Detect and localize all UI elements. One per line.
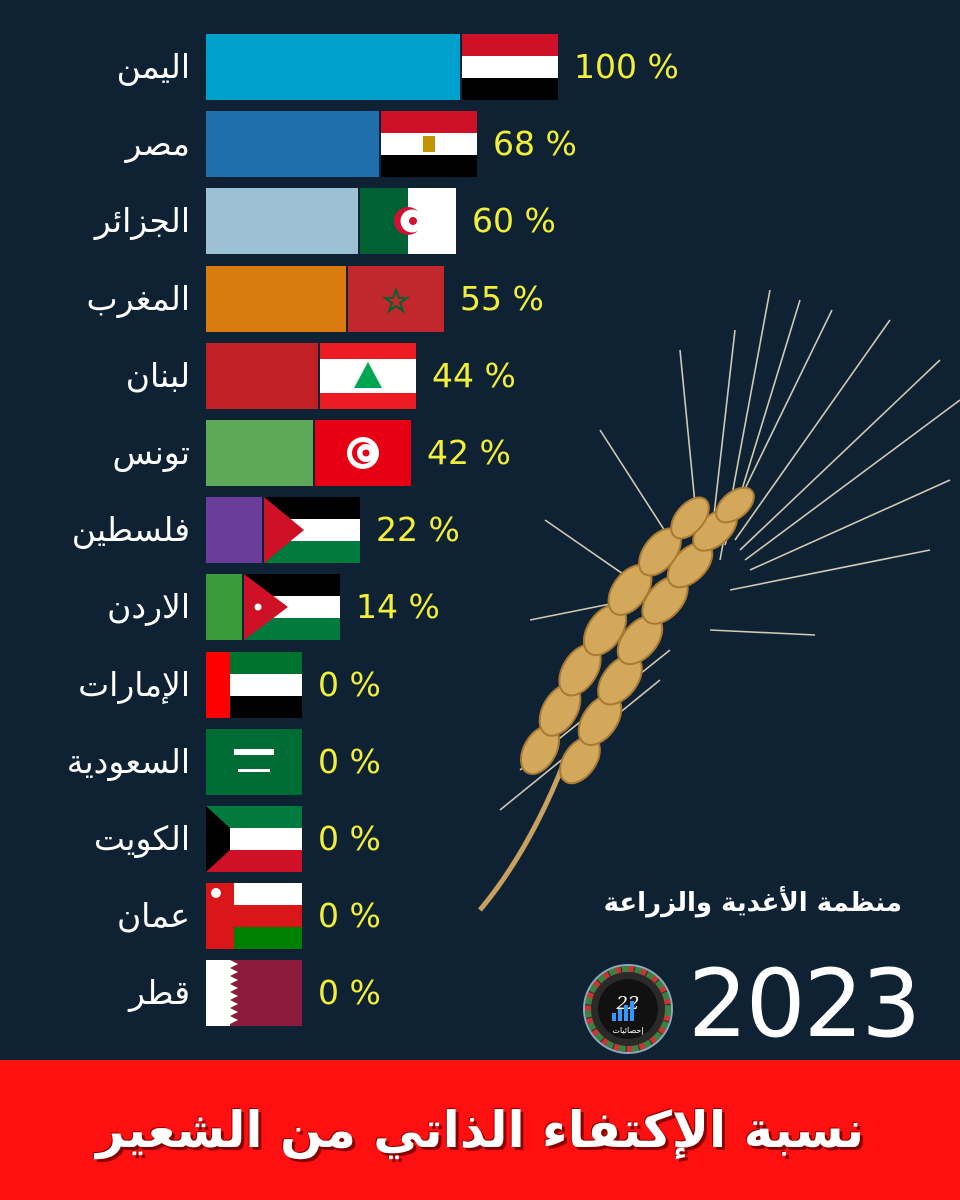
kuwait-flag-icon	[206, 806, 302, 872]
bar	[206, 420, 313, 486]
egypt-flag-icon	[381, 111, 477, 178]
morocco-flag-icon	[348, 265, 444, 332]
value-label: 14 %	[356, 587, 440, 627]
value-label: 0 %	[318, 896, 381, 936]
bar	[206, 34, 460, 100]
category-label: الجزائر	[94, 201, 190, 241]
category-label: قطر	[128, 973, 190, 1013]
bar-row: عمان 0 %	[0, 883, 960, 950]
bar-row: الاردن 14 %	[0, 574, 960, 641]
bar-chart: اليمن 100 % مصر 68 % الجزائر 60 % المغرب 55 % لب…	[0, 34, 960, 1027]
bar-row: فلسطين 22 %	[0, 497, 960, 564]
yemen-flag-icon	[462, 34, 558, 100]
value-label: 60 %	[472, 201, 556, 241]
jordan-flag-icon	[244, 574, 340, 641]
value-label: 22 %	[376, 510, 460, 550]
category-label: عمان	[116, 896, 190, 936]
title-banner: نسبة الإكتفاء الذاتي من الشعير	[0, 1060, 960, 1200]
category-label: تونس	[112, 433, 191, 472]
bar-row: الكويت 0 %	[0, 806, 960, 872]
saudi-flag-icon	[206, 728, 302, 795]
bar	[206, 342, 318, 409]
value-label: 0 %	[318, 741, 381, 781]
category-label: اليمن	[116, 47, 190, 86]
uae-flag-icon	[206, 651, 302, 718]
bar-row: المغرب 55 %	[0, 265, 960, 332]
tunisia-flag-icon	[315, 420, 411, 486]
category-label: السعودية	[66, 741, 190, 781]
category-label: الكويت	[93, 819, 190, 858]
category-label: فلسطين	[71, 510, 190, 550]
value-label: 100 %	[574, 47, 679, 86]
category-label: الإمارات	[78, 664, 190, 704]
bar-row: اليمن 100 %	[0, 34, 960, 100]
lebanon-flag-icon	[320, 342, 416, 409]
category-label: مصر	[125, 124, 190, 164]
bar-row: لبنان 44 %	[0, 342, 960, 409]
wheat-ear-image	[478, 290, 960, 912]
bar	[206, 497, 262, 564]
algeria-flag-icon	[360, 188, 456, 255]
bar-row: الجزائر 60 %	[0, 188, 960, 255]
chart-area: اليمن 100 % مصر 68 % الجزائر 60 % المغرب 55 % لب…	[0, 34, 960, 1059]
flags-ring-icon	[585, 966, 671, 1052]
value-label: 42 %	[427, 433, 511, 472]
bar-row: تونس 42 %	[0, 420, 960, 486]
category-label: الاردن	[107, 587, 190, 627]
bar	[206, 265, 346, 332]
value-label: 55 %	[460, 278, 544, 318]
logo-label: إحصائيات	[612, 1026, 643, 1036]
palestine-flag-icon	[264, 497, 360, 564]
bar-row: الإمارات 0 %	[0, 651, 960, 718]
value-label: 0 %	[318, 973, 381, 1013]
value-label: 44 %	[432, 355, 516, 395]
bar	[206, 188, 358, 255]
logo-badge: 22 إحصائيات	[583, 964, 673, 1054]
bar-row: مصر 68 %	[0, 111, 960, 178]
value-label: 68 %	[493, 124, 577, 164]
source-label: منظمة الأغدية والزراعة	[603, 888, 902, 918]
chart-title: نسبة الإكتفاء الذاتي من الشعير	[96, 1101, 864, 1159]
category-label: لبنان	[125, 355, 190, 395]
qatar-flag-icon	[206, 960, 302, 1027]
value-label: 0 %	[318, 664, 381, 704]
oman-flag-icon	[206, 883, 302, 950]
bar	[206, 574, 242, 641]
bar	[206, 111, 379, 178]
value-label: 0 %	[318, 819, 381, 858]
category-label: المغرب	[86, 278, 191, 318]
bar-row: السعودية 0 %	[0, 728, 960, 795]
year-label: 2023	[688, 950, 921, 1059]
bar-row: قطر 0 %	[0, 960, 960, 1027]
